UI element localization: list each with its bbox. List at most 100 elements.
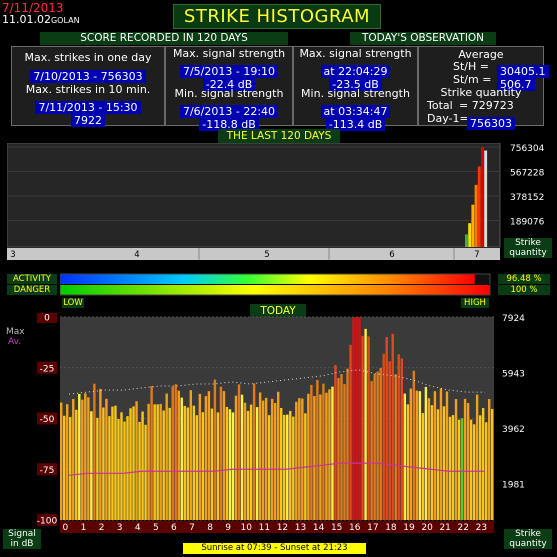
today-x-tick-label: 11 <box>259 523 270 533</box>
today-panel-average: Average St/H = 30405.1 St/m = 506.7 Stri… <box>418 46 549 130</box>
today-bar <box>147 403 150 520</box>
today-bar <box>219 386 223 520</box>
today-bar <box>475 394 479 520</box>
today-x-tick-label: 20 <box>421 523 433 533</box>
today-bar <box>171 386 174 520</box>
db-label-bg <box>37 412 57 425</box>
today-x-tick-label: 1 <box>81 523 87 533</box>
today-bar <box>376 371 379 520</box>
today-bar <box>322 383 325 520</box>
today-bar <box>367 336 370 520</box>
today-bar <box>334 364 337 520</box>
today-bar <box>237 384 241 520</box>
today-bar <box>261 400 265 520</box>
today-bar <box>364 328 367 520</box>
today-bar <box>252 383 256 520</box>
today-bar <box>436 409 440 520</box>
today-bar <box>63 415 66 520</box>
today-bar <box>370 381 373 520</box>
last120-y-tick-label: 189076 <box>510 218 545 228</box>
today-bar <box>325 392 328 520</box>
today-bar <box>361 335 364 520</box>
today-max-signal-value: -23.5 dB <box>329 78 382 91</box>
today-bar <box>174 384 177 520</box>
score-min-signal-label: Min. signal strength <box>174 87 284 100</box>
today-bar <box>177 390 180 520</box>
max-10min-label: Max. strikes in 10 min. <box>25 83 151 96</box>
today-bar <box>340 374 343 520</box>
today-bar <box>358 317 361 520</box>
last120-x-tick-label: 6 <box>389 250 394 260</box>
today-bar <box>466 403 470 520</box>
today-bar <box>186 407 189 520</box>
today-bar <box>135 401 138 520</box>
danger-value: 100 % <box>498 285 550 295</box>
today-x-tick-label: 13 <box>295 523 306 533</box>
db-label: 0 <box>44 314 50 324</box>
last120-x-tick-label: 3 <box>10 250 15 260</box>
today-x-tick-label: 0 <box>63 523 69 533</box>
score-panel-strikes: Max. strikes in one day 7/10/2013 - 7563… <box>11 46 165 127</box>
today-bar <box>168 407 171 520</box>
today-bar <box>457 419 461 520</box>
today-bar <box>409 388 413 520</box>
today-bar <box>105 398 108 520</box>
db-label: -25 <box>40 364 55 374</box>
stm-label: St/m = <box>453 73 492 86</box>
last120-qty-label-1: Strike <box>504 238 552 248</box>
today-x-tick-label: 10 <box>241 523 253 533</box>
today-bar <box>198 393 202 520</box>
score-min-signal-value: -118.8 dB <box>199 118 259 131</box>
today-bar <box>487 399 491 520</box>
max-day-value: 7/10/2013 - 756303 <box>30 70 146 83</box>
today-x-tick-label: 9 <box>225 523 231 533</box>
today-x-tick-label: 19 <box>403 523 415 533</box>
today-bar <box>114 405 117 520</box>
last120-y-tick-label: 567228 <box>510 169 545 179</box>
danger-label: DANGER <box>7 285 57 295</box>
today-bar <box>316 379 319 520</box>
today-bar <box>439 388 443 520</box>
today-bar <box>424 386 428 520</box>
today-x-tick-label: 16 <box>349 523 361 533</box>
today-bar <box>328 389 331 520</box>
today-x-tick-label: 17 <box>367 523 378 533</box>
today-bar <box>391 333 394 520</box>
today-bar <box>117 418 120 520</box>
today-x-tick-label: 6 <box>171 523 177 533</box>
today-x-tick-label: 7 <box>189 523 195 533</box>
high-label: HIGH <box>461 298 489 308</box>
today-bar <box>69 417 72 520</box>
today-bar <box>481 407 485 520</box>
db-label: -50 <box>40 415 55 425</box>
today-bar <box>72 398 75 520</box>
today-bar <box>295 401 298 520</box>
today-bar <box>222 391 226 520</box>
today-bar <box>469 419 473 520</box>
today-x-tick-label: 15 <box>331 523 342 533</box>
today-bar <box>111 406 114 520</box>
today-x-tick-label: 3 <box>117 523 123 533</box>
today-bar <box>310 384 313 520</box>
today-bar <box>388 361 391 520</box>
today-min-signal-time: at 03:34:47 <box>320 105 391 118</box>
average-label: Average <box>458 48 504 61</box>
today-bar <box>201 412 205 520</box>
today-bar <box>373 373 376 520</box>
today-bar <box>156 404 159 520</box>
today-bar <box>159 403 162 520</box>
activity-bar-rest <box>474 274 490 284</box>
today-qty-label-1: Strike <box>504 529 552 539</box>
today-bar <box>243 402 247 520</box>
db-label: -100 <box>37 517 57 527</box>
today-bar <box>153 404 156 520</box>
avg-signal-line <box>68 462 485 476</box>
last120-y-tick-label: 378152 <box>510 193 544 203</box>
today-bar <box>258 392 262 520</box>
today-bar <box>463 398 467 520</box>
score-min-signal-date: 7/6/2013 - 22:40 <box>179 105 279 118</box>
today-bar <box>454 399 458 520</box>
last120-bar <box>465 234 468 247</box>
today-bar <box>349 344 352 520</box>
